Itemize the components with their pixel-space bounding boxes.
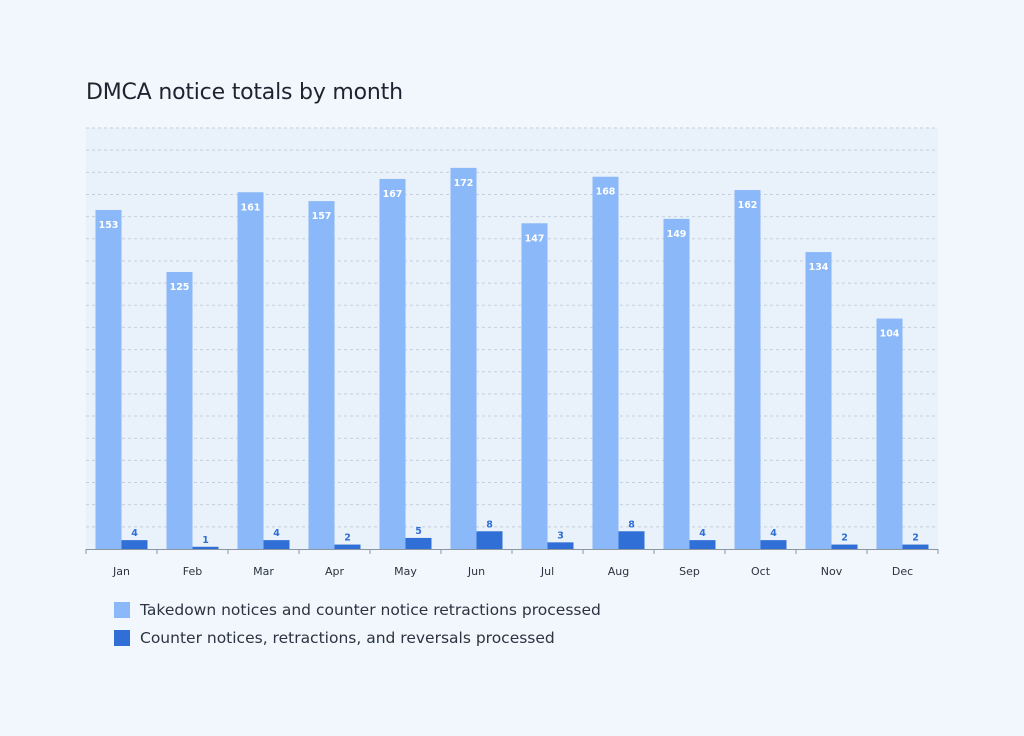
bar-takedown-oct [734, 190, 761, 549]
bar-label-counter-jun: 8 [486, 519, 493, 530]
bar-counter-aug [618, 531, 645, 549]
x-tick-label-jan: Jan [112, 565, 130, 578]
bar-takedown-mar [237, 192, 264, 550]
legend-swatch-takedown [114, 602, 130, 618]
bar-label-takedown-nov: 134 [809, 262, 829, 273]
bar-label-takedown-jun: 172 [454, 178, 474, 189]
bar-label-counter-mar: 4 [273, 528, 280, 539]
bar-takedown-jul [521, 223, 548, 550]
bar-takedown-dec [876, 318, 903, 549]
legend-swatch-counter [114, 630, 130, 646]
bar-label-takedown-aug: 168 [596, 187, 616, 198]
bar-label-takedown-may: 167 [383, 189, 403, 200]
bar-label-counter-may: 5 [415, 526, 422, 537]
x-tick-label-jul: Jul [540, 565, 554, 578]
bar-takedown-apr [308, 201, 335, 550]
bar-label-takedown-mar: 161 [241, 202, 261, 213]
bar-label-takedown-sep: 149 [667, 229, 687, 240]
legend-item-counter: Counter notices, retractions, and revers… [114, 624, 601, 652]
bar-label-counter-apr: 2 [344, 533, 351, 544]
bar-label-takedown-feb: 125 [170, 282, 190, 293]
x-tick-label-aug: Aug [608, 565, 629, 578]
bar-takedown-aug [592, 176, 619, 549]
bar-counter-sep [689, 540, 716, 549]
bar-counter-may [405, 537, 432, 549]
legend-label-counter: Counter notices, retractions, and revers… [140, 629, 555, 647]
chart-title: DMCA notice totals by month [86, 80, 403, 105]
bar-label-takedown-dec: 104 [880, 329, 900, 340]
bar-takedown-may [379, 178, 406, 549]
bar-counter-jan [121, 540, 148, 549]
bar-label-counter-dec: 2 [912, 533, 919, 544]
bar-counter-nov [831, 544, 858, 549]
x-tick-label-feb: Feb [183, 565, 202, 578]
bar-label-takedown-jan: 153 [99, 220, 119, 231]
bar-counter-jun [476, 531, 503, 549]
bar-takedown-sep [663, 218, 690, 550]
x-tick-label-oct: Oct [751, 565, 771, 578]
bar-label-counter-sep: 4 [699, 528, 706, 539]
bar-takedown-feb [166, 272, 193, 549]
legend-label-takedown: Takedown notices and counter notice retr… [140, 601, 601, 619]
bar-label-counter-nov: 2 [841, 533, 848, 544]
plot-background [86, 128, 938, 549]
bar-label-counter-oct: 4 [770, 528, 777, 539]
bar-label-counter-feb: 1 [202, 535, 209, 546]
bar-takedown-nov [805, 252, 832, 549]
bar-label-takedown-apr: 157 [312, 211, 332, 222]
bar-counter-feb [192, 546, 219, 549]
bar-counter-oct [760, 540, 787, 549]
bar-label-counter-jan: 4 [131, 528, 138, 539]
bar-label-takedown-oct: 162 [738, 200, 758, 211]
legend-item-takedown: Takedown notices and counter notice retr… [114, 596, 601, 624]
bar-counter-dec [902, 544, 929, 549]
bar-label-takedown-jul: 147 [525, 233, 545, 244]
x-tick-label-mar: Mar [253, 565, 274, 578]
legend: Takedown notices and counter notice retr… [114, 596, 601, 652]
x-tick-label-dec: Dec [892, 565, 913, 578]
x-tick-label-apr: Apr [325, 565, 345, 578]
x-tick-label-nov: Nov [821, 565, 843, 578]
bar-counter-mar [263, 540, 290, 549]
bar-counter-apr [334, 544, 361, 549]
bar-takedown-jan [95, 209, 122, 550]
bar-takedown-jun [450, 167, 477, 549]
x-tick-label-may: May [394, 565, 417, 578]
x-tick-label-jun: Jun [467, 565, 485, 578]
bar-label-counter-jul: 3 [557, 530, 564, 541]
bar-label-counter-aug: 8 [628, 519, 635, 530]
bar-counter-jul [547, 542, 574, 549]
x-tick-label-sep: Sep [679, 565, 700, 578]
